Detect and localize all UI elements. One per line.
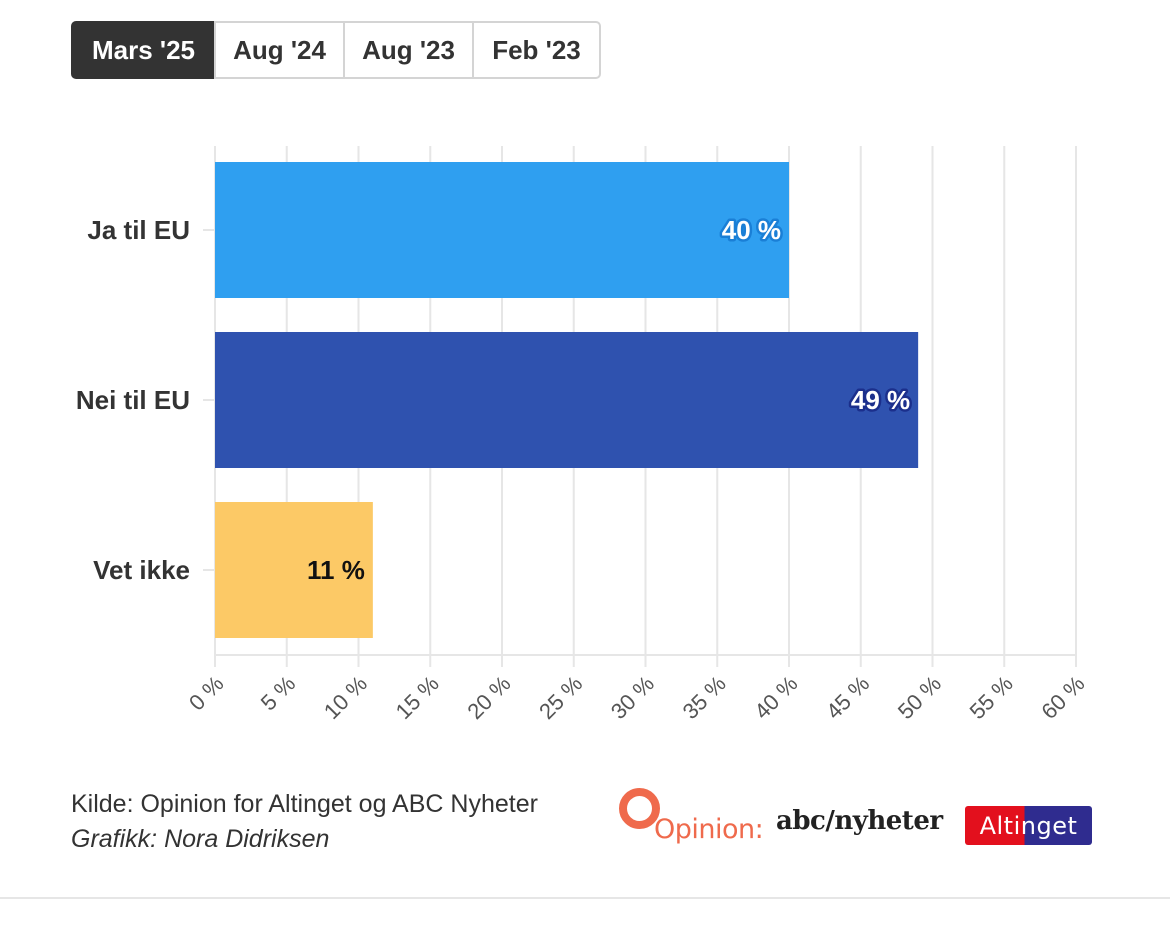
x-tick-label: 40 %	[749, 671, 802, 724]
abc-nyheter-logo: abc/nyheter	[776, 806, 943, 836]
x-tick-label: 50 %	[893, 671, 946, 724]
bar	[215, 502, 373, 638]
bar	[215, 332, 919, 468]
tab-feb-23[interactable]: Feb '23	[472, 21, 601, 79]
bottom-divider	[0, 897, 1170, 899]
x-tick-label: 30 %	[606, 671, 659, 724]
opinion-logo: Opinion:	[617, 786, 764, 848]
x-tick-label: 0 %	[184, 671, 228, 715]
period-tabs: Mars '25 Aug '24 Aug '23 Feb '23	[71, 21, 601, 79]
x-tick-label: 45 %	[821, 671, 874, 724]
data-label: 40 %	[722, 215, 781, 245]
category-label: Vet ikke	[93, 555, 190, 585]
bar	[215, 162, 789, 298]
category-label: Ja til EU	[87, 215, 190, 245]
bar-chart: Ja til EU Nei til EU Vet ikke 40 % 49 % 11 % 0…	[76, 146, 1090, 724]
x-tick-label: 25 %	[534, 671, 587, 724]
x-tick-label: 35 %	[678, 671, 731, 724]
data-label: 11 %	[307, 555, 365, 585]
x-tick-label: 5 %	[256, 671, 300, 715]
tab-mars-25[interactable]: Mars '25	[71, 21, 216, 79]
data-label: 49 %	[851, 385, 910, 415]
opinion-ring-icon	[619, 788, 660, 829]
x-tick-label: 55 %	[965, 671, 1018, 724]
x-tick-label: 20 %	[462, 671, 515, 724]
tab-aug-24[interactable]: Aug '24	[214, 21, 345, 79]
x-tick-label: 60 %	[1036, 671, 1089, 724]
chart-footer: Kilde: Opinion for Altinget og ABC Nyhet…	[71, 787, 538, 857]
x-tick-label: 15 %	[391, 671, 444, 724]
altinget-logo: Altinget	[965, 806, 1092, 845]
tab-aug-23[interactable]: Aug '23	[343, 21, 474, 79]
credit-text: Grafikk: Nora Didriksen	[71, 825, 330, 853]
category-label: Nei til EU	[76, 385, 190, 415]
x-tick-label: 10 %	[319, 671, 372, 724]
source-text: Kilde: Opinion for Altinget og ABC Nyhet…	[71, 790, 538, 818]
opinion-logo-text: Opinion:	[654, 814, 764, 845]
